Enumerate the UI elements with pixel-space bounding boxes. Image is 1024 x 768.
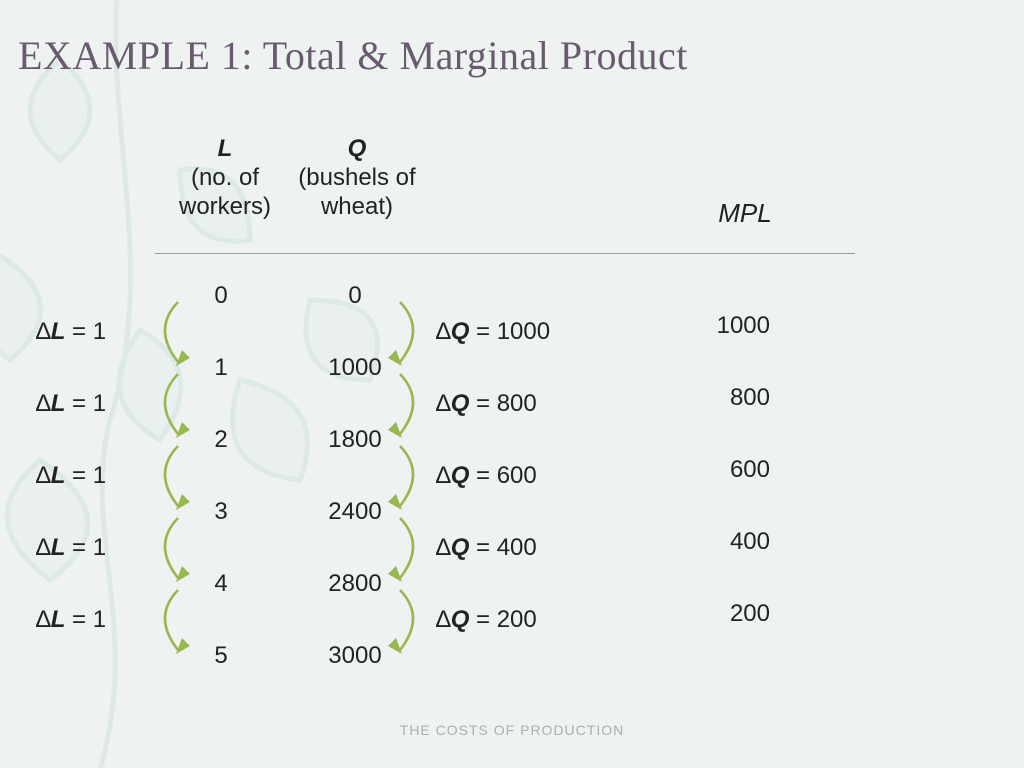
slide-title: EXAMPLE 1: Total & Marginal Product	[18, 32, 688, 79]
title-rest: Total & Marginal Product	[253, 33, 688, 78]
curved-arrow	[380, 584, 440, 670]
delta-Q-label: ∆Q = 400	[436, 534, 537, 562]
header-L-sub: (no. of workers)	[179, 164, 271, 220]
header-L-symbol: L	[218, 135, 233, 162]
delta-L-label: ∆L = 1	[36, 318, 106, 346]
mpl-value: 800	[690, 384, 770, 412]
delta-L-label: ∆L = 1	[36, 534, 106, 562]
delta-Q-label: ∆Q = 800	[436, 390, 537, 418]
mpl-value: 1000	[690, 312, 770, 340]
delta-Q-label: ∆Q = 600	[436, 462, 537, 490]
header-Q-sub: (bushels of wheat)	[298, 164, 415, 220]
delta-L-label: ∆L = 1	[36, 462, 106, 490]
header-MPL: MPL	[700, 198, 790, 229]
curved-arrow	[138, 584, 198, 670]
slide-footer: THE COSTS OF PRODUCTION	[0, 722, 1024, 738]
mpl-value: 200	[690, 600, 770, 628]
mpl-value: 600	[690, 456, 770, 484]
title-prefix: EXAMPLE 1:	[18, 33, 253, 78]
header-L: L (no. of workers)	[170, 135, 280, 221]
header-Q: Q (bushels of wheat)	[292, 135, 422, 221]
delta-L-label: ∆L = 1	[36, 606, 106, 634]
mpl-value: 400	[690, 528, 770, 556]
delta-Q-label: ∆Q = 200	[436, 606, 537, 634]
header-Q-symbol: Q	[348, 135, 367, 162]
delta-L-label: ∆L = 1	[36, 390, 106, 418]
header-rule	[155, 253, 855, 254]
delta-Q-label: ∆Q = 1000	[436, 318, 550, 346]
